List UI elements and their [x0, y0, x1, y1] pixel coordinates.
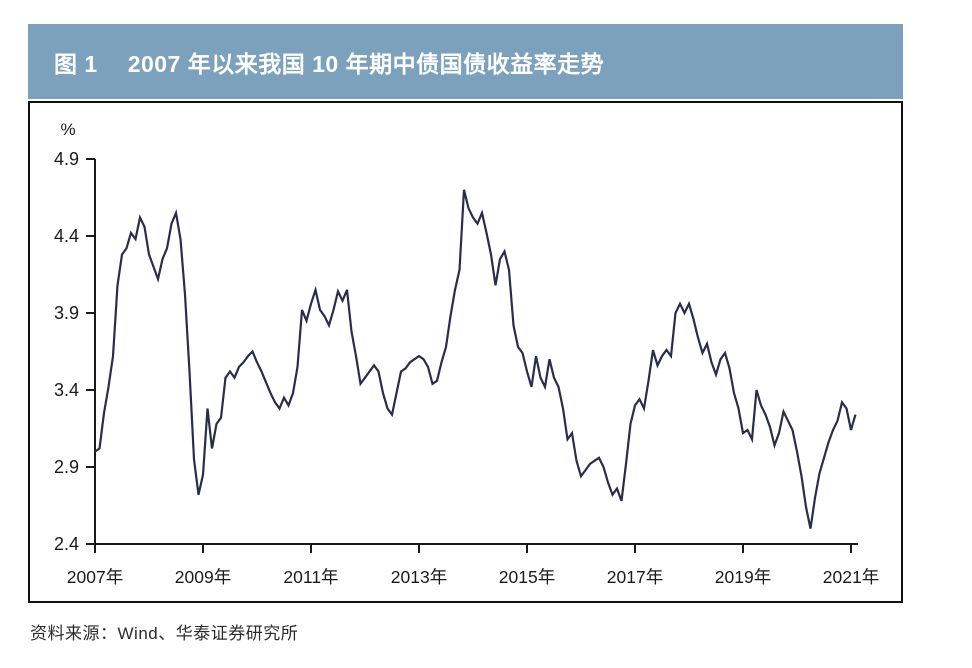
- yield-line-chart: 4.9 4.4 3.9 3.4 2.9 2.4% 2007年 2009年 2011年 2013年 2…: [54, 120, 879, 587]
- x-tick-label: 2015年: [499, 567, 555, 587]
- chart-area: 4.9 4.4 3.9 3.4 2.9 2.4% 2007年 2009年 2011年 2013年 2…: [28, 101, 903, 603]
- y-tick-label: 4.9: [54, 149, 79, 169]
- y-tick-label: 2.9: [54, 457, 79, 477]
- y-tick-label: 3.4: [54, 380, 79, 400]
- figure-title-bar: 图 1 2007 年以来我国 10 年期中债国债收益率走势: [28, 24, 903, 99]
- x-tick-label: 2019年: [715, 567, 771, 587]
- y-tick-label: 4.4: [54, 226, 79, 246]
- y-axis-unit-label: %: [60, 120, 75, 139]
- source-note: 资料来源：Wind、华泰证券研究所: [30, 624, 299, 643]
- figure-number: 图 1: [54, 50, 98, 77]
- x-tick-label: 2021年: [823, 567, 879, 587]
- y-tick-label: 3.9: [54, 303, 79, 323]
- x-tick-label: 2011年: [283, 567, 338, 587]
- x-tick-label: 2013年: [391, 567, 447, 587]
- figure-title: 2007 年以来我国 10 年期中债国债收益率走势: [127, 50, 605, 77]
- x-tick-label: 2017年: [607, 567, 663, 587]
- x-tick-label: 2007年: [67, 567, 123, 587]
- y-tick-label: 2.4: [54, 534, 79, 554]
- x-tick-label: 2009年: [175, 567, 231, 587]
- yield-line: [94, 189, 857, 529]
